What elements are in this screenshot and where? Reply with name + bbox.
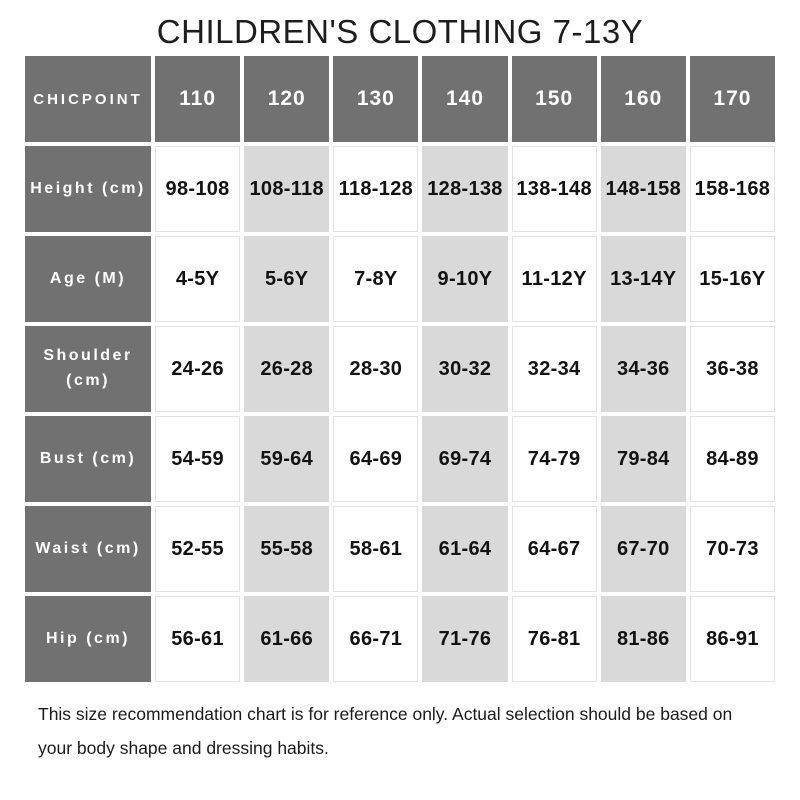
value-cell: 4-5Y [155,236,241,322]
value-cell: 79-84 [600,416,686,502]
table-row: Shoulder (cm) 24-26 26-28 28-30 30-32 32-34 34… [25,326,775,412]
size-column-header: 110 [155,56,241,142]
size-column-header: 150 [511,56,597,142]
value-cell: 24-26 [155,326,241,412]
value-cell: 128-138 [422,146,508,232]
table-row: Hip (cm) 56-61 61-66 66-71 71-76 76-81 81-86 86… [25,596,775,682]
value-cell: 30-32 [422,326,508,412]
value-cell: 64-67 [511,506,597,592]
size-column-header: 140 [422,56,508,142]
value-cell: 67-70 [600,506,686,592]
value-cell: 28-30 [333,326,419,412]
table-row: Bust (cm) 54-59 59-64 64-69 69-74 74-79 79-84 8… [25,416,775,502]
value-cell: 34-36 [600,326,686,412]
disclaimer-note: This size recommendation chart is for re… [38,704,733,759]
value-cell: 54-59 [155,416,241,502]
value-cell: 84-89 [689,416,775,502]
table-body: Height (cm) 98-108 108-118 118-128 128-138 13… [25,146,775,682]
value-cell: 66-71 [333,596,419,682]
value-cell: 70-73 [689,506,775,592]
value-cell: 59-64 [244,416,330,502]
value-cell: 26-28 [244,326,330,412]
value-cell: 76-81 [511,596,597,682]
value-cell: 98-108 [155,146,241,232]
size-column-header: 160 [600,56,686,142]
value-cell: 11-12Y [511,236,597,322]
value-cell: 64-69 [333,416,419,502]
row-label-cell: Shoulder (cm) [25,326,151,412]
page-title: CHILDREN'S CLOTHING 7-13Y [156,13,644,50]
row-label-cell: Height (cm) [25,146,151,232]
value-cell: 9-10Y [422,236,508,322]
value-cell: 13-14Y [600,236,686,322]
size-column-header: 130 [333,56,419,142]
value-cell: 69-74 [422,416,508,502]
value-cell: 52-55 [155,506,241,592]
row-label-cell: Hip (cm) [25,596,151,682]
value-cell: 55-58 [244,506,330,592]
value-cell: 15-16Y [689,236,775,322]
corner-brand-cell: CHICPOINT [25,56,151,142]
size-chart-table: CHICPOINT 110 120 130 140 150 160 170 Height (… [21,52,779,686]
table-header-row: CHICPOINT 110 120 130 140 150 160 170 [25,56,775,142]
value-cell: 86-91 [689,596,775,682]
value-cell: 61-66 [244,596,330,682]
size-column-header: 170 [689,56,775,142]
table-row: Waist (cm) 52-55 55-58 58-61 61-64 64-67 67-70… [25,506,775,592]
value-cell: 36-38 [689,326,775,412]
table-row: Age (M) 4-5Y 5-6Y 7-8Y 9-10Y 11-12Y 13-14Y 15-1… [25,236,775,322]
value-cell: 158-168 [689,146,775,232]
value-cell: 108-118 [244,146,330,232]
row-label-cell: Age (M) [25,236,151,322]
value-cell: 148-158 [600,146,686,232]
value-cell: 56-61 [155,596,241,682]
size-column-header: 120 [244,56,330,142]
value-cell: 58-61 [333,506,419,592]
value-cell: 32-34 [511,326,597,412]
value-cell: 7-8Y [333,236,419,322]
value-cell: 118-128 [333,146,419,232]
row-label-cell: Waist (cm) [25,506,151,592]
value-cell: 81-86 [600,596,686,682]
value-cell: 74-79 [511,416,597,502]
value-cell: 138-148 [511,146,597,232]
value-cell: 71-76 [422,596,508,682]
value-cell: 61-64 [422,506,508,592]
value-cell: 5-6Y [244,236,330,322]
row-label-cell: Bust (cm) [25,416,151,502]
table-row: Height (cm) 98-108 108-118 118-128 128-138 13… [25,146,775,232]
